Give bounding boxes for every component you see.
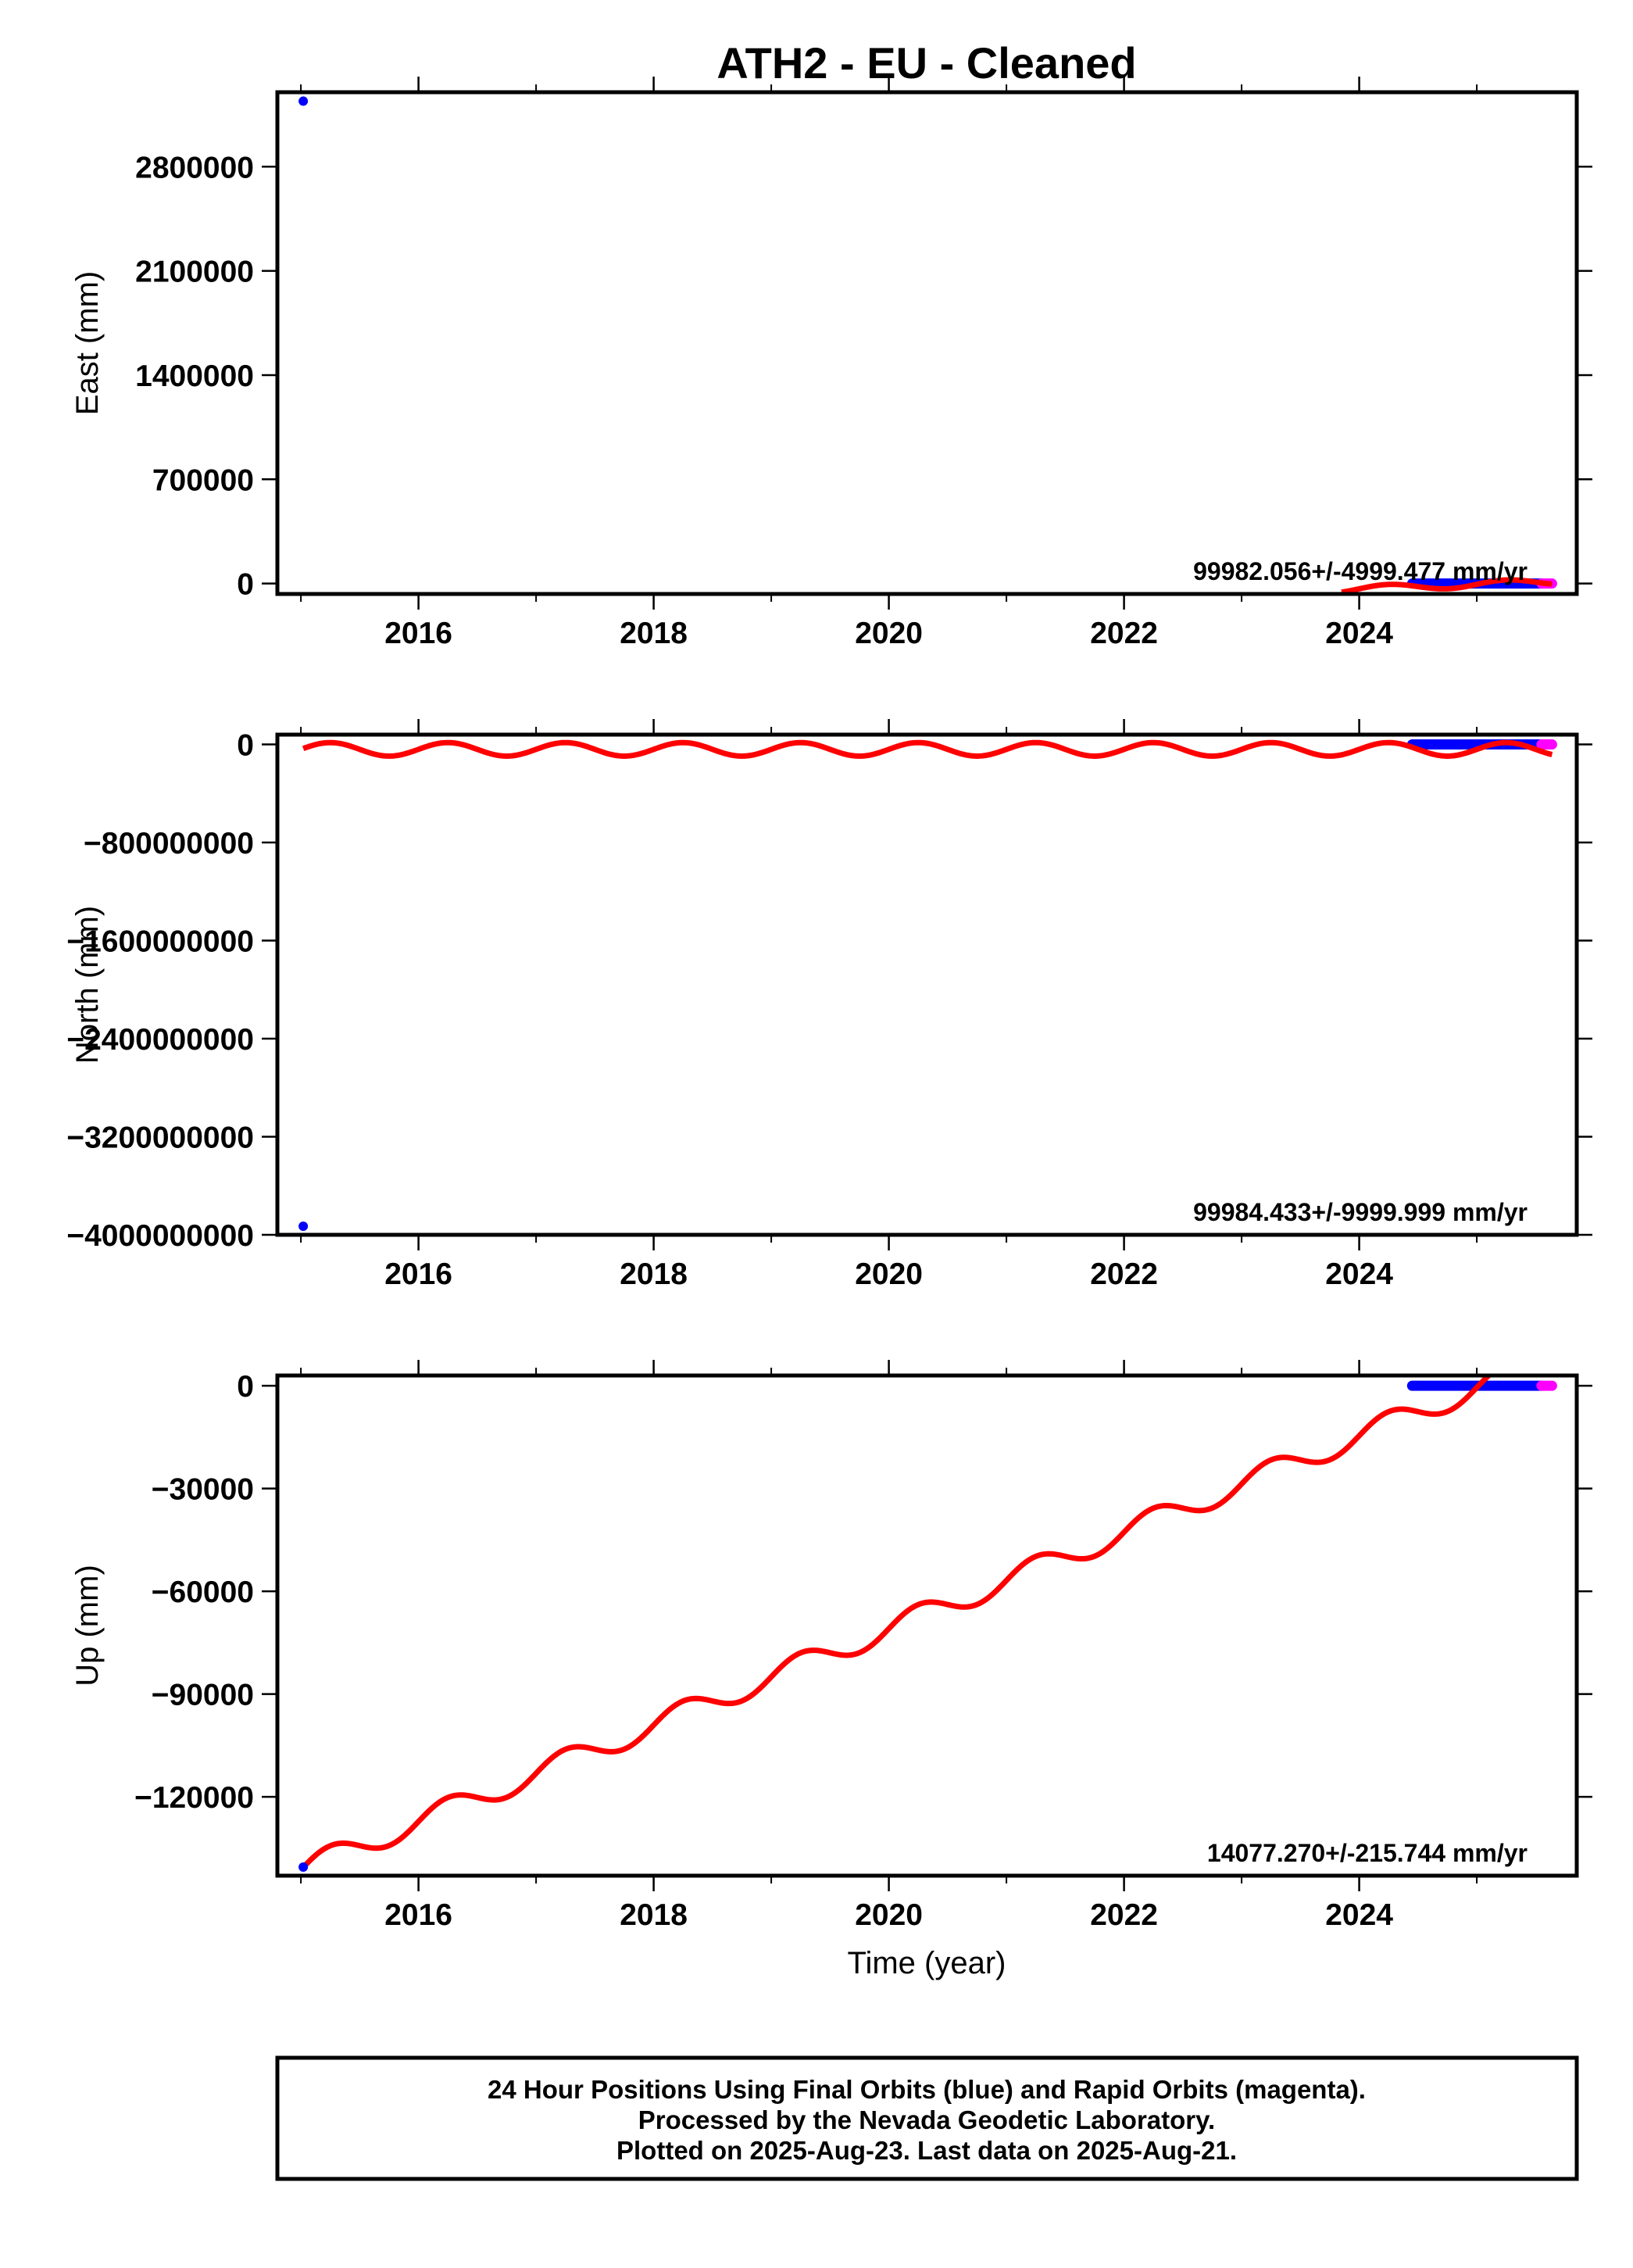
x-tick-label: 2020 [855, 1898, 923, 1932]
y-tick-label: 2100000 [135, 256, 254, 289]
y-tick-label: −30000 [152, 1473, 254, 1507]
footer-line-3: Plotted on 2025-Aug-23. Last data on 202… [616, 2136, 1237, 2165]
y-tick-label: −2400000000 [66, 1023, 254, 1057]
y-tick-label: −60000 [152, 1576, 254, 1609]
y-axis-label: North (mm) [70, 906, 105, 1064]
x-tick-label: 2016 [384, 1898, 452, 1932]
y-tick-label: 0 [237, 568, 254, 602]
y-tick-label: −1600000000 [66, 925, 254, 959]
y-tick-label: 0 [237, 1370, 254, 1404]
x-tick-label: 2022 [1090, 1898, 1158, 1932]
x-axis-label: Time (year) [848, 1946, 1006, 1980]
plot-area [298, 739, 1557, 1232]
y-tick-label: −90000 [152, 1679, 254, 1712]
plot-area [298, 96, 1557, 594]
model-curve [1338, 577, 1555, 594]
model-curve [301, 1375, 1493, 1869]
x-tick-label: 2024 [1325, 1898, 1393, 1932]
x-tick-label: 2020 [855, 617, 923, 650]
y-axis-label: East (mm) [70, 271, 105, 415]
x-tick-label: 2024 [1325, 617, 1393, 650]
outlier-point [298, 1222, 309, 1232]
east-panel: 2016 2018 2020 2022 2024 0 700000 1400000 210000… [70, 77, 1592, 650]
footer-line-2: Processed by the Nevada Geodetic Laborat… [638, 2105, 1215, 2134]
up-panel: 2016 2018 2020 2022 2024 0 −30000 −60000 −90000 −… [70, 1360, 1592, 1932]
y-tick-label: 0 [237, 729, 254, 763]
x-tick-label: 2022 [1090, 617, 1158, 650]
x-tick-label: 2022 [1090, 1257, 1158, 1291]
plot-area [298, 1375, 1557, 1873]
plot-frame [275, 732, 1579, 1237]
x-tick-label: 2020 [855, 1257, 923, 1291]
outlier-point [298, 96, 309, 106]
footer-box: 24 Hour Positions Using Final Orbits (bl… [275, 2055, 1579, 2181]
y-axis-label: Up (mm) [70, 1565, 105, 1687]
y-tick-label: 2800000 [135, 151, 254, 184]
y-tick-label: −4000000000 [66, 1219, 254, 1253]
x-tick-label: 2018 [620, 1257, 688, 1291]
y-tick-label: −120000 [134, 1781, 254, 1815]
rate-annotation: 14077.270+/-215.744 mm/yr [1207, 1839, 1528, 1867]
rate-annotation: 99984.433+/-9999.999 mm/yr [1193, 1198, 1528, 1226]
y-tick-label: −800000000 [84, 827, 254, 860]
plot-frame [275, 90, 1579, 596]
model-curve [302, 739, 1554, 759]
x-tick-label: 2024 [1325, 1257, 1393, 1291]
x-tick-label: 2018 [620, 617, 688, 650]
y-tick-label: 1400000 [135, 360, 254, 393]
footer-line-1: 24 Hour Positions Using Final Orbits (bl… [488, 2075, 1366, 2104]
x-tick-label: 2016 [384, 617, 452, 650]
figure-title: ATH2 - EU - Cleaned [716, 38, 1136, 88]
y-tick-label: −3200000000 [66, 1121, 254, 1155]
rate-annotation: 99982.056+/-4999.477 mm/yr [1193, 557, 1528, 585]
outlier-point [298, 1862, 309, 1873]
north-panel: 2016 2018 2020 2022 2024 0 −800000000 −16000000… [66, 719, 1592, 1291]
footer-frame [275, 2055, 1579, 2181]
y-tick-label: 700000 [152, 463, 254, 497]
plot-frame [275, 1373, 1579, 1878]
x-tick-label: 2018 [620, 1898, 688, 1932]
x-tick-label: 2016 [384, 1257, 452, 1291]
